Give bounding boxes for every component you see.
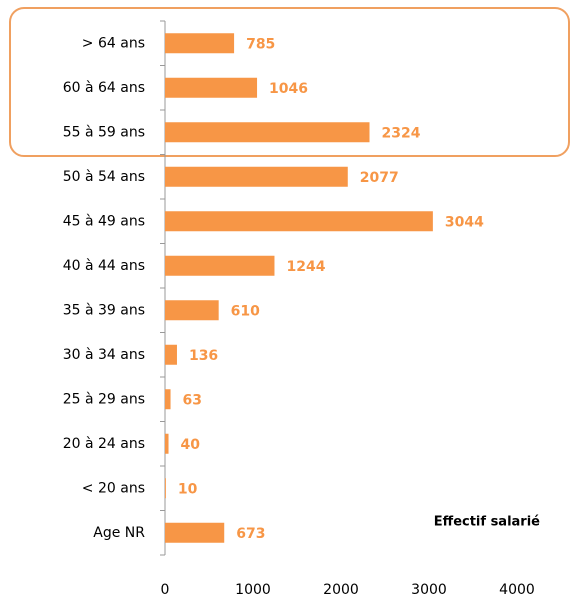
x-tick-label: 1000 <box>235 582 271 598</box>
value-label: 2324 <box>382 125 421 141</box>
bar <box>165 255 275 276</box>
y-tick-label: 60 à 64 ans <box>63 80 145 96</box>
value-label: 2077 <box>360 170 399 186</box>
value-label: 3044 <box>445 214 484 230</box>
bar <box>165 122 370 143</box>
value-label: 63 <box>183 392 202 408</box>
bar <box>165 300 219 321</box>
bar <box>165 33 235 54</box>
value-label: 785 <box>246 36 275 52</box>
bar <box>165 389 171 410</box>
y-tick-label: 30 à 34 ans <box>63 347 145 363</box>
highlight-box <box>9 7 570 157</box>
x-tick-label: 0 <box>161 582 170 598</box>
value-label: 673 <box>236 526 265 542</box>
y-tick-label: 40 à 44 ans <box>63 258 145 274</box>
y-tick-label: 45 à 49 ans <box>63 213 145 229</box>
y-tick-label: 55 à 59 ans <box>63 124 145 140</box>
x-tick-label: 3000 <box>411 582 447 598</box>
annotation: Effectif salarié <box>434 515 540 530</box>
y-tick-label: > 64 ans <box>82 35 145 51</box>
y-tick-label: 20 à 24 ans <box>63 436 145 452</box>
value-label: 1244 <box>286 259 325 275</box>
value-label: 10 <box>178 481 198 497</box>
y-tick-label: < 20 ans <box>82 480 145 496</box>
bar <box>165 478 166 499</box>
bar <box>165 433 169 454</box>
bar <box>165 522 225 543</box>
y-tick-label: Age NR <box>93 525 145 541</box>
bar <box>165 211 433 232</box>
y-tick-label: 35 à 39 ans <box>63 302 145 318</box>
bar <box>165 344 177 365</box>
value-label: 40 <box>181 437 201 453</box>
y-tick-label: 25 à 29 ans <box>63 391 145 407</box>
bar <box>165 166 348 187</box>
x-tick-label: 4000 <box>499 582 535 598</box>
value-label: 1046 <box>269 81 308 97</box>
x-tick-label: 2000 <box>323 582 359 598</box>
bar <box>165 77 258 98</box>
y-tick-label: 50 à 54 ans <box>63 169 145 185</box>
value-label: 610 <box>231 303 260 319</box>
value-label: 136 <box>189 348 218 364</box>
